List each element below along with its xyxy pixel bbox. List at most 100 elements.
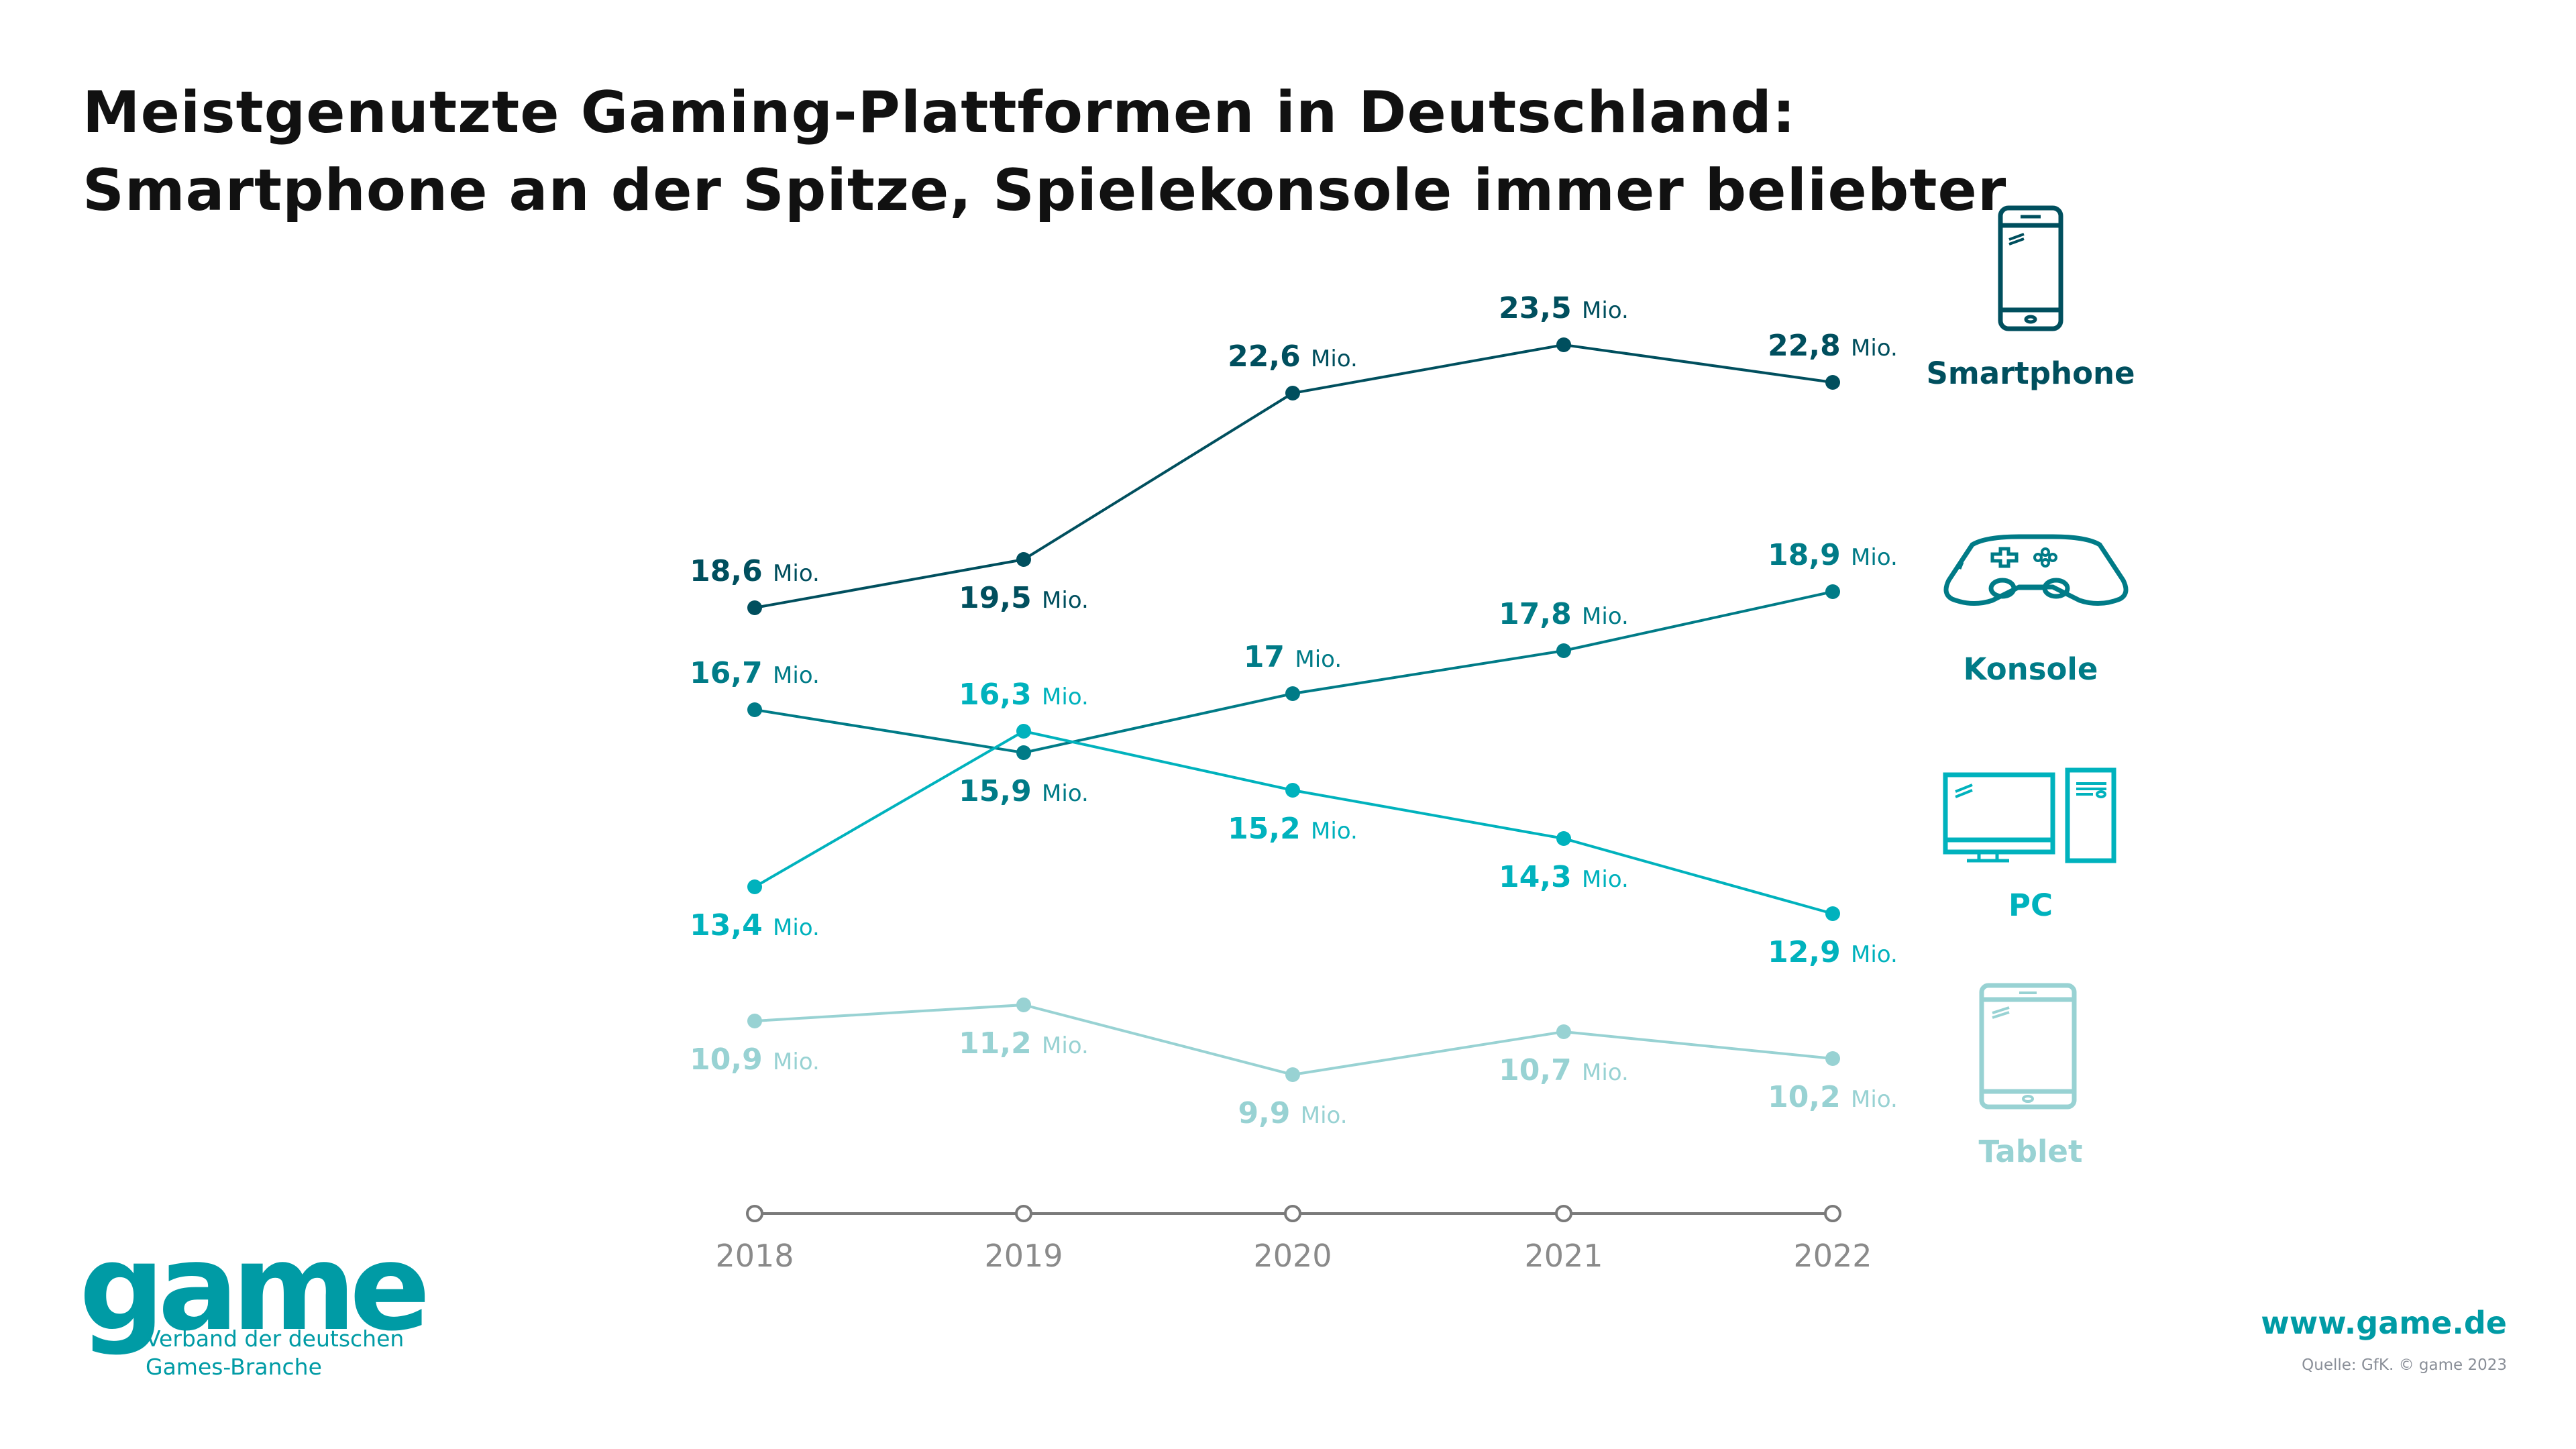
legend-label-tablet: Tablet	[1979, 1134, 2083, 1169]
data-label-unit: Mio.	[773, 914, 820, 941]
data-label: 15,2 Mio.	[1228, 812, 1358, 846]
x-axis-tick-marker	[1555, 1205, 1572, 1222]
data-label: 10,7 Mio.	[1499, 1053, 1629, 1087]
data-label: 23,5 Mio.	[1499, 291, 1629, 325]
data-label-value: 13,4	[690, 908, 773, 943]
legend-label-konsole: Konsole	[1964, 651, 2098, 687]
series-line	[754, 343, 1833, 609]
data-point	[1016, 552, 1031, 567]
x-axis: 2018 2019 2020 2021 2022	[715, 1205, 1872, 1274]
data-label: 17,8 Mio.	[1499, 597, 1629, 631]
data-label-value: 10,2	[1768, 1080, 1851, 1114]
data-point	[747, 600, 762, 615]
data-label: 13,4 Mio.	[690, 908, 820, 943]
tablet-icon	[1979, 983, 2077, 1110]
data-label-value: 15,2	[1228, 812, 1311, 846]
data-point	[1825, 375, 1840, 390]
x-axis-tick-marker	[746, 1205, 763, 1222]
smartphone-icon	[1998, 205, 2063, 331]
x-tick-label: 2022	[1793, 1238, 1872, 1274]
data-point	[747, 702, 762, 717]
legend: Smartphone Konsole	[1926, 205, 2135, 1169]
data-point	[1556, 1024, 1571, 1039]
data-point	[1825, 584, 1840, 599]
tagline-line-2: Games-Branche	[146, 1354, 322, 1380]
source-note: Quelle: GfK. © game 2023	[2302, 1356, 2507, 1374]
data-point	[1285, 686, 1300, 701]
data-label: 22,8 Mio.	[1768, 329, 1898, 363]
data-label-unit: Mio.	[1851, 335, 1898, 362]
data-label-unit: Mio.	[1042, 587, 1089, 614]
data-label-unit: Mio.	[1582, 603, 1629, 630]
data-label: 10,2 Mio.	[1768, 1080, 1898, 1114]
legend-label-smartphone: Smartphone	[1926, 356, 2135, 391]
legend-label-pc: PC	[2008, 888, 2053, 923]
data-label-value: 16,7	[690, 656, 773, 690]
data-label-value: 18,9	[1768, 538, 1851, 572]
data-label-value: 14,3	[1499, 860, 1582, 894]
data-label-unit: Mio.	[1582, 1059, 1629, 1086]
data-label: 16,7 Mio.	[690, 656, 820, 690]
data-label-unit: Mio.	[1851, 544, 1898, 571]
data-label-unit: Mio.	[1301, 1102, 1348, 1129]
chart-title: Meistgenutzte Gaming-Plattformen in Deut…	[83, 74, 2006, 229]
series-smartphone: 18,6 Mio.19,5 Mio.22,6 Mio.23,5 Mio.22,8…	[690, 291, 1898, 615]
x-axis-tick-marker	[1824, 1205, 1841, 1222]
data-label-unit: Mio.	[1582, 297, 1629, 324]
data-point	[747, 1014, 762, 1028]
data-label: 18,9 Mio.	[1768, 538, 1898, 572]
x-tick-label: 2020	[1253, 1238, 1332, 1274]
data-label-unit: Mio.	[1042, 780, 1089, 807]
data-label: 16,3 Mio.	[959, 678, 1089, 712]
data-label-value: 9,9	[1238, 1096, 1300, 1130]
data-label-unit: Mio.	[1851, 941, 1898, 968]
tagline-line-1: Verband der deutschen	[146, 1326, 405, 1352]
data-point	[1825, 906, 1840, 921]
data-label-value: 15,9	[959, 774, 1042, 808]
data-label-value: 10,7	[1499, 1053, 1582, 1087]
data-point	[1016, 745, 1031, 760]
data-label: 18,6 Mio.	[690, 554, 820, 588]
data-label-value: 19,5	[959, 581, 1042, 615]
data-label: 9,9 Mio.	[1238, 1096, 1347, 1130]
title-line-2: Smartphone an der Spitze, Spielekonsole …	[83, 157, 2007, 224]
data-label: 12,9 Mio.	[1768, 935, 1898, 969]
data-label-value: 18,6	[690, 554, 773, 588]
data-label: 10,9 Mio.	[690, 1042, 820, 1077]
data-point	[1556, 337, 1571, 352]
data-point	[747, 879, 762, 894]
data-label-value: 23,5	[1499, 291, 1582, 325]
data-point	[1825, 1051, 1840, 1066]
data-label-value: 22,8	[1768, 329, 1851, 363]
logo-wordmark: game	[79, 1218, 431, 1357]
data-label-value: 17,8	[1499, 597, 1582, 631]
x-tick-label: 2021	[1524, 1238, 1603, 1274]
gamepad-icon	[1943, 534, 2129, 606]
series-konsole: 16,7 Mio.15,9 Mio.17 Mio.17,8 Mio.18,9 M…	[690, 538, 1898, 808]
data-label-value: 10,9	[690, 1042, 773, 1077]
logo-tagline: Verband der deutschen Games-Branche	[146, 1325, 404, 1381]
data-point	[1285, 1067, 1300, 1082]
data-label: 22,6 Mio.	[1228, 339, 1358, 374]
data-label-value: 17	[1244, 640, 1295, 674]
website-link[interactable]: www.game.de	[2261, 1305, 2507, 1341]
data-point	[1285, 783, 1300, 798]
data-label-unit: Mio.	[1582, 866, 1629, 893]
data-label: 19,5 Mio.	[959, 581, 1089, 615]
series-group: 18,6 Mio.19,5 Mio.22,6 Mio.23,5 Mio.22,8…	[690, 291, 1898, 1130]
x-tick-label: 2018	[715, 1238, 794, 1274]
data-label-unit: Mio.	[1311, 345, 1358, 372]
data-point	[1556, 831, 1571, 846]
data-label-unit: Mio.	[773, 1049, 820, 1075]
data-point	[1556, 643, 1571, 658]
data-label-unit: Mio.	[1042, 1032, 1089, 1059]
data-label-unit: Mio.	[1851, 1086, 1898, 1113]
x-axis-tick-marker	[1015, 1205, 1032, 1222]
desktop-pc-icon	[1943, 767, 2116, 863]
data-label-value: 22,6	[1228, 339, 1311, 374]
series-pc: 13,4 Mio.16,3 Mio.15,2 Mio.14,3 Mio.12,9…	[690, 678, 1898, 969]
data-point	[1016, 724, 1031, 739]
data-label-unit: Mio.	[1042, 684, 1089, 710]
data-label-unit: Mio.	[1295, 646, 1342, 673]
